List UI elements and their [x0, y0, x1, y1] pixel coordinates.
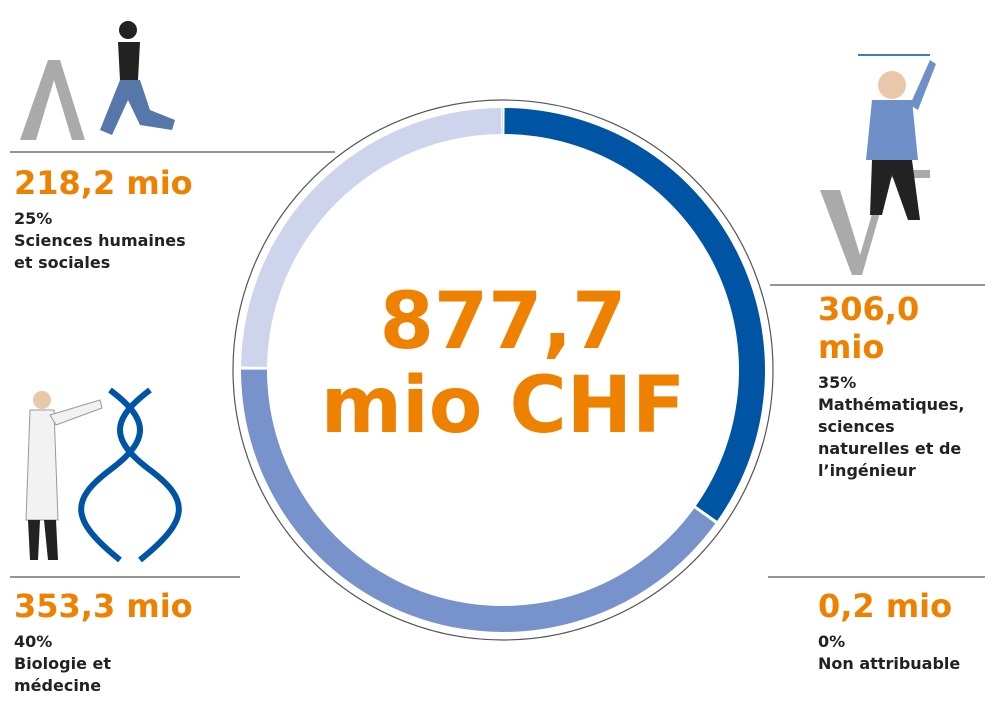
- value-label: 0,2 mio: [818, 587, 988, 625]
- illustration-biology: [26, 390, 179, 560]
- share-label: 0%: [818, 631, 988, 653]
- center-value: 877,7: [380, 277, 627, 367]
- category-label: Biologie et médecine: [14, 653, 134, 697]
- label-block: 218,2 mio 25% Sciences humaines et socia…: [14, 164, 214, 274]
- label-block: 353,3 mio 40% Biologie et médecine: [14, 587, 214, 697]
- page: 877,7 mio CHF 306,0 mio 35% Mathématique…: [0, 0, 991, 707]
- illustration-humanities: [20, 21, 175, 140]
- category-label: Mathématiques, sciences naturelles et de…: [818, 394, 968, 482]
- category-label: Non attribuable: [818, 653, 988, 675]
- center-unit: mio CHF: [321, 361, 686, 451]
- value-label: 306,0 mio: [818, 290, 988, 366]
- share-label: 25%: [14, 208, 214, 230]
- label-block: 0,2 mio 0% Non attribuable: [818, 587, 988, 675]
- value-label: 218,2 mio: [14, 164, 214, 202]
- category-label: Sciences humaines et sociales: [14, 230, 204, 274]
- share-label: 35%: [818, 372, 988, 394]
- illustration-math: [820, 55, 936, 275]
- value-label: 353,3 mio: [14, 587, 214, 625]
- label-block: 306,0 mio 35% Mathématiques, sciences na…: [818, 290, 988, 482]
- share-label: 40%: [14, 631, 214, 653]
